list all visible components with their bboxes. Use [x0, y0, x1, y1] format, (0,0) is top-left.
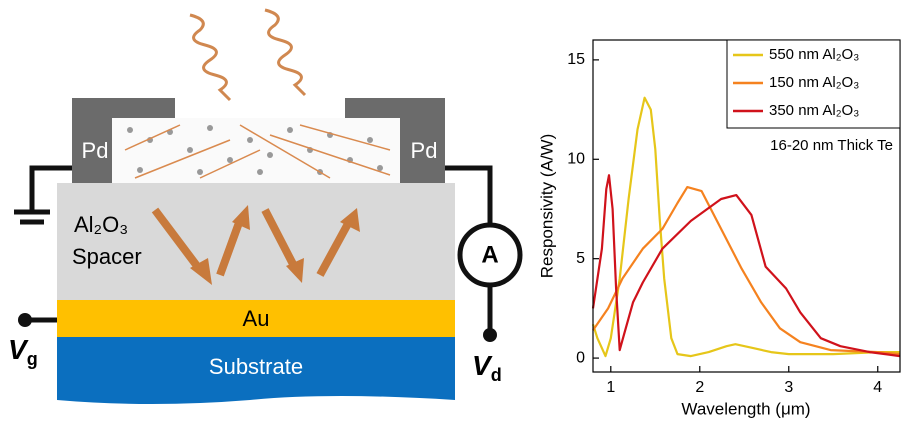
- legend-label: 350 nm Al₂O₃: [769, 102, 859, 119]
- x-axis-label: Wavelength (μm): [681, 399, 810, 418]
- drain-voltage: Vd: [472, 350, 502, 384]
- x-tick-label: 2: [695, 379, 704, 396]
- x-tick-label: 1: [606, 379, 615, 396]
- au-label: Au: [243, 306, 270, 331]
- series-line: [593, 187, 900, 354]
- pd-label: Pd: [82, 138, 109, 163]
- spacer-layer: [57, 183, 455, 300]
- y-tick-label: 5: [576, 250, 585, 267]
- te-flake: [112, 118, 400, 183]
- meter-label: A: [481, 241, 498, 268]
- terminal: [18, 313, 32, 327]
- light-waves: [190, 10, 305, 100]
- gate-voltage: Vg: [8, 334, 38, 368]
- terminal: [483, 328, 497, 342]
- series-line: [593, 175, 900, 356]
- figure: Pd Pd Al₂O₃ Spacer Au Substrate A Vg Vd …: [0, 0, 904, 422]
- y-tick-label: 15: [567, 51, 585, 68]
- spacer-label: Spacer: [72, 244, 142, 269]
- chart: Responsivity (A/W) Wavelength (μm) 16-20…: [537, 40, 900, 418]
- annotation: 16-20 nm Thick Te: [770, 137, 893, 154]
- y-tick-label: 10: [567, 151, 585, 168]
- subscript: d: [491, 365, 502, 385]
- substrate-label: Substrate: [209, 354, 303, 379]
- x-tick-label: 3: [784, 379, 793, 396]
- device-diagram: Pd Pd Al₂O₃ Spacer Au Substrate A Vg Vd: [8, 10, 520, 404]
- legend-label: 150 nm Al₂O₃: [769, 74, 859, 91]
- pd-label: Pd: [411, 138, 438, 163]
- x-tick-label: 4: [873, 379, 882, 396]
- legend-label: 550 nm Al₂O₃: [769, 46, 859, 63]
- subscript: g: [27, 349, 38, 369]
- y-tick-label: 0: [576, 349, 585, 366]
- spacer-material: Al₂O₃: [74, 212, 128, 237]
- y-axis-label: Responsivity (A/W): [537, 134, 556, 279]
